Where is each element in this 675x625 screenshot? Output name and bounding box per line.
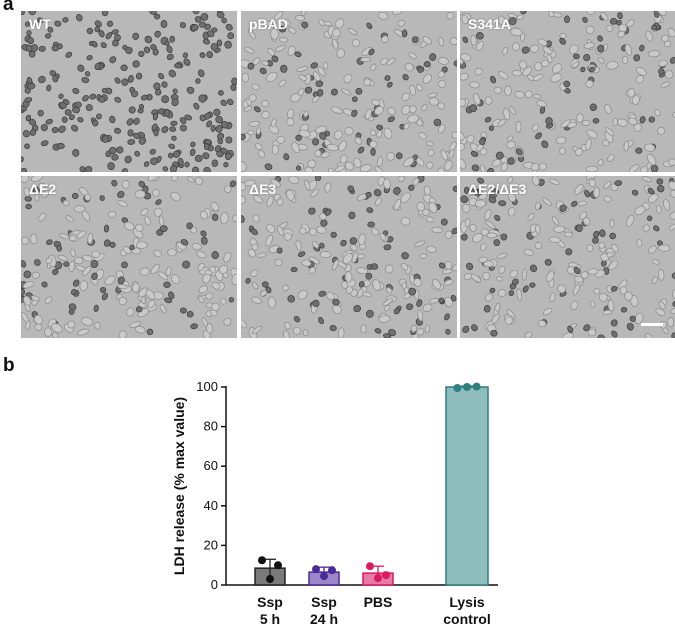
micrograph-de3: ΔE3: [241, 176, 457, 338]
micrograph-label: S341A: [468, 16, 511, 32]
data-point: [453, 383, 462, 392]
panel-letter-a: a: [3, 0, 14, 15]
micrograph-de2-de3: ΔE2/ΔE3: [460, 176, 675, 338]
cell-texture: [241, 11, 457, 172]
cell-texture: [460, 176, 675, 338]
x-category-label: control: [443, 611, 490, 625]
data-point: [328, 566, 336, 575]
data-point: [266, 575, 274, 584]
scale-bar: [641, 323, 663, 326]
data-point: [382, 571, 390, 580]
x-category-label: Ssp: [257, 594, 283, 610]
cell-texture: [21, 176, 237, 338]
y-axis-label: LDH release (% max value): [171, 397, 187, 575]
microscopy-grid: WT pBAD S341A ΔE2 ΔE3 ΔE2/ΔE3: [21, 11, 675, 338]
cell-texture: [21, 11, 237, 172]
micrograph-label: ΔE2: [29, 181, 57, 197]
micrograph-label: pBAD: [249, 16, 288, 32]
micrograph-wt: WT: [21, 11, 237, 172]
data-point: [274, 561, 282, 570]
bar: [445, 386, 489, 586]
data-point: [374, 574, 382, 583]
micrograph-pbad: pBAD: [241, 11, 457, 172]
micrograph-label: ΔE3: [249, 181, 277, 197]
x-category-label: PBS: [364, 594, 393, 610]
y-tick-label: 80: [204, 419, 218, 434]
data-point: [258, 556, 266, 565]
x-category-label: 5 h: [260, 611, 280, 625]
data-point: [463, 383, 471, 391]
cell-texture: [241, 176, 457, 338]
ldh-release-chart: 0 20 40 60 80 100 LDH release (% max value) Ssp…: [171, 379, 498, 625]
micrograph-de2: ΔE2: [21, 176, 237, 338]
y-tick-label: 60: [204, 458, 218, 473]
micrograph-label: ΔE2/ΔE3: [468, 181, 527, 197]
y-tick-label: 20: [204, 537, 218, 552]
y-tick-label: 0: [211, 577, 218, 592]
cell-texture: [460, 11, 675, 172]
y-tick-label: 100: [196, 379, 218, 394]
data-point: [366, 562, 374, 571]
x-category-label: Ssp: [311, 594, 337, 610]
data-point: [320, 572, 328, 581]
data-point: [312, 565, 320, 574]
micrograph-s341a: S341A: [460, 11, 675, 172]
y-tick-label: 40: [204, 498, 218, 513]
x-category-label: 24 h: [310, 611, 338, 625]
data-point: [472, 382, 481, 391]
panel-letter-b: b: [3, 355, 15, 376]
micrograph-label: WT: [29, 16, 51, 32]
x-category-label: Lysis: [449, 594, 484, 610]
